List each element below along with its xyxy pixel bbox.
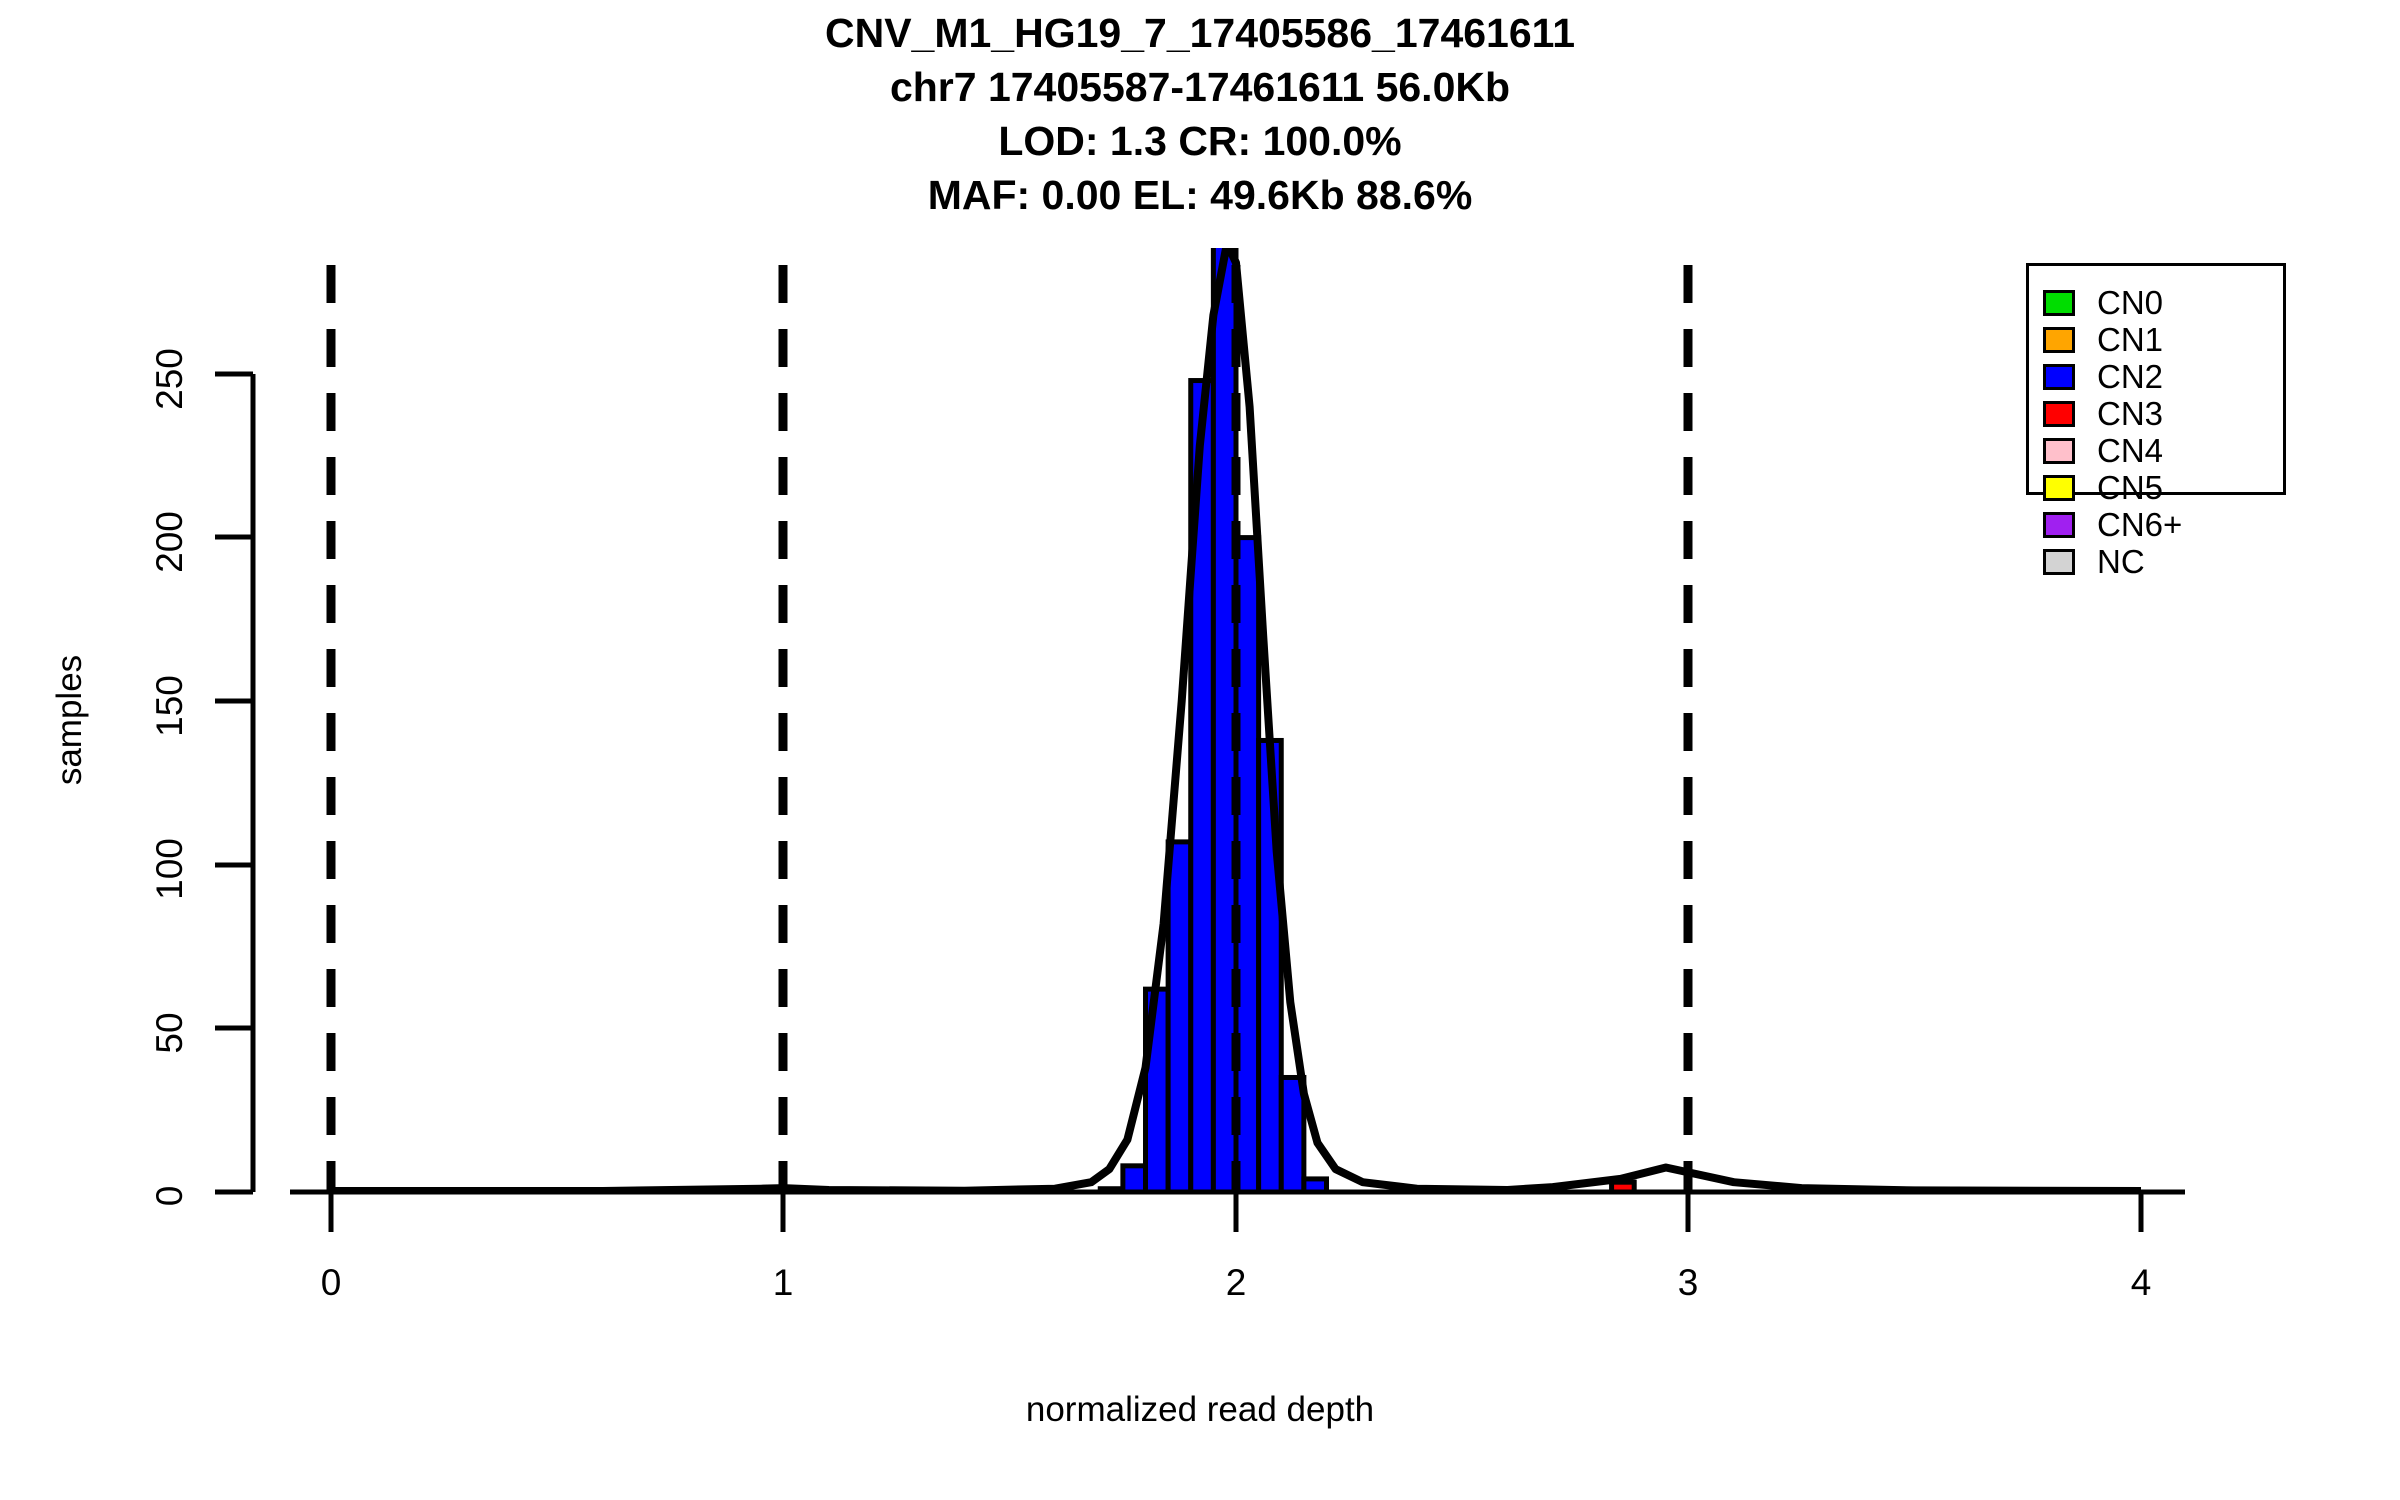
legend-label-nc: NC: [2097, 543, 2145, 580]
legend-label-cn0: CN0: [2097, 284, 2164, 321]
reference-lines: [326, 265, 1693, 1192]
legend-item-cn1[interactable]: CN1: [2043, 321, 2273, 358]
legend-item-cn4[interactable]: CN4: [2043, 432, 2273, 469]
legend-swatch-icon-cn4: [2043, 437, 2075, 464]
legend-item-cn2[interactable]: CN2: [2043, 358, 2273, 395]
legend-label-cn6plus: CN6+: [2097, 506, 2183, 543]
legend-swatch-icon-nc: [2043, 548, 2075, 575]
y-axis: [215, 371, 256, 1195]
x-axis-label: normalized read depth: [1025, 1390, 1375, 1429]
legend-item-cn6plus[interactable]: CN6+: [2043, 506, 2273, 543]
legend-item-cn3[interactable]: CN3: [2043, 395, 2273, 432]
legend-label-cn4: CN4: [2097, 432, 2164, 469]
x-tick-label-1: 1: [772, 1262, 794, 1303]
legend-swatch-icon-cn5: [2043, 474, 2075, 501]
legend-item-cn0[interactable]: CN0: [2043, 284, 2273, 321]
legend-label-cn1: CN1: [2097, 321, 2164, 358]
legend: CN0 CN1 CN2 CN3 CN4 CN5 CN6+ NC: [2026, 263, 2286, 578]
histogram-bar: [1609, 1179, 1637, 1193]
histogram-bar: [1165, 839, 1194, 1193]
x-tick-label-2: 2: [1225, 1262, 1247, 1303]
legend-swatch-icon-cn2: [2043, 363, 2075, 390]
histogram-bar: [1278, 1074, 1307, 1193]
legend-label-cn2: CN2: [2097, 358, 2164, 395]
x-tick-label-0: 0: [320, 1262, 342, 1303]
x-axis: [290, 1189, 2185, 1232]
legend-label-cn5: CN5: [2097, 469, 2164, 506]
legend-item-nc[interactable]: NC: [2043, 543, 2273, 580]
legend-swatch-icon-cn3: [2043, 400, 2075, 427]
legend-swatch-icon-cn0: [2043, 289, 2075, 316]
x-tick-label-3: 3: [1677, 1262, 1699, 1303]
histogram-bar: [1097, 1186, 1126, 1193]
legend-label-cn3: CN3: [2097, 395, 2164, 432]
histogram-bar: [1301, 1176, 1329, 1193]
legend-item-cn5[interactable]: CN5: [2043, 469, 2273, 506]
x-tick-label-4: 4: [2130, 1262, 2152, 1303]
density-curve: [331, 248, 2142, 1193]
histogram-bar: [1120, 1163, 1148, 1193]
legend-swatch-icon-cn1: [2043, 326, 2075, 353]
legend-swatch-icon-cn6plus: [2043, 511, 2075, 538]
